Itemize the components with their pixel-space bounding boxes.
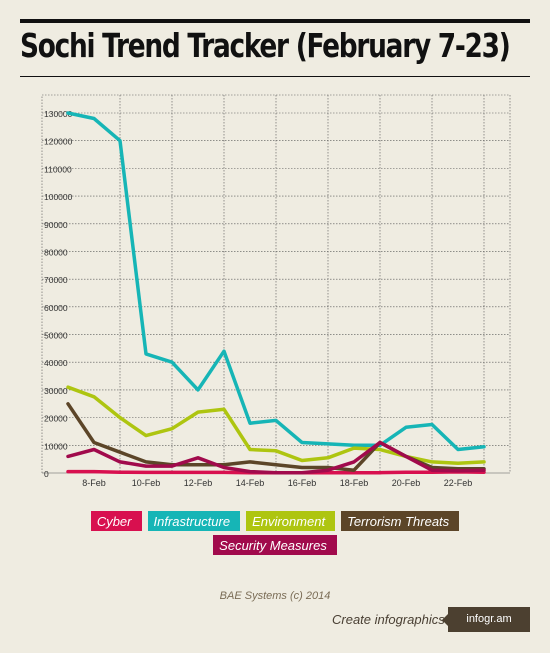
infogram-brand-button[interactable]: infogr.am bbox=[442, 607, 530, 632]
y-tick-label: 120000 bbox=[44, 137, 73, 147]
legend-label: Terrorism Threats bbox=[347, 513, 450, 529]
page-title: Sochi Trend Tracker (February 7-23) bbox=[20, 26, 511, 65]
legend-item-cyber[interactable]: Cyber bbox=[90, 511, 142, 531]
x-tick-label: 8-Feb bbox=[82, 478, 106, 488]
title-top-rule bbox=[20, 19, 530, 23]
legend-item-terrorism-threats[interactable]: Terrorism Threats bbox=[341, 511, 460, 531]
y-tick-label: 70000 bbox=[44, 275, 68, 285]
x-tick-label: 22-Feb bbox=[444, 478, 473, 488]
chart-legend: Cyber Infrastructure Environment Terrorism … bbox=[40, 511, 510, 555]
line-chart: 0 10000 20000 30000 40000 50000 60000 70000 8000… bbox=[41, 94, 511, 488]
y-tick-label: 30000 bbox=[44, 386, 68, 396]
create-infographics-link[interactable]: Create infographics bbox=[332, 612, 445, 627]
grid bbox=[41, 94, 511, 474]
title-bottom-rule bbox=[20, 76, 530, 77]
series-line-security-measures bbox=[66, 440, 486, 475]
x-tick-label: 20-Feb bbox=[392, 478, 421, 488]
legend-label: Security Measures bbox=[219, 537, 327, 553]
legend-label: Infrastructure bbox=[153, 513, 231, 529]
x-tick-label: 10-Feb bbox=[132, 478, 161, 488]
y-tick-label: 20000 bbox=[44, 414, 68, 424]
source-credit: BAE Systems (c) 2014 bbox=[219, 590, 331, 602]
legend-label: Cyber bbox=[96, 513, 132, 529]
y-tick-label: 80000 bbox=[44, 247, 68, 257]
legend-item-environment[interactable]: Environment bbox=[246, 511, 336, 531]
legend-item-infrastructure[interactable]: Infrastructure bbox=[147, 511, 241, 531]
y-tick-label: 60000 bbox=[44, 303, 68, 313]
y-tick-label: 100000 bbox=[44, 192, 73, 202]
x-tick-label: 18-Feb bbox=[340, 478, 369, 488]
y-tick-label: 0 bbox=[44, 469, 49, 479]
y-tick-label: 10000 bbox=[44, 441, 68, 451]
series-line-infrastructure bbox=[66, 111, 486, 452]
x-tick-label: 14-Feb bbox=[236, 478, 265, 488]
legend-item-security-measures[interactable]: Security Measures bbox=[213, 535, 337, 555]
y-tick-label: 130000 bbox=[44, 109, 73, 119]
legend-label: Environment bbox=[252, 513, 326, 529]
x-tick-label: 16-Feb bbox=[288, 478, 317, 488]
y-tick-label: 90000 bbox=[44, 220, 68, 230]
y-tick-label: 40000 bbox=[44, 358, 68, 368]
y-tick-label: 110000 bbox=[44, 164, 72, 174]
x-tick-label: 12-Feb bbox=[184, 478, 213, 488]
y-tick-label: 50000 bbox=[44, 331, 68, 341]
